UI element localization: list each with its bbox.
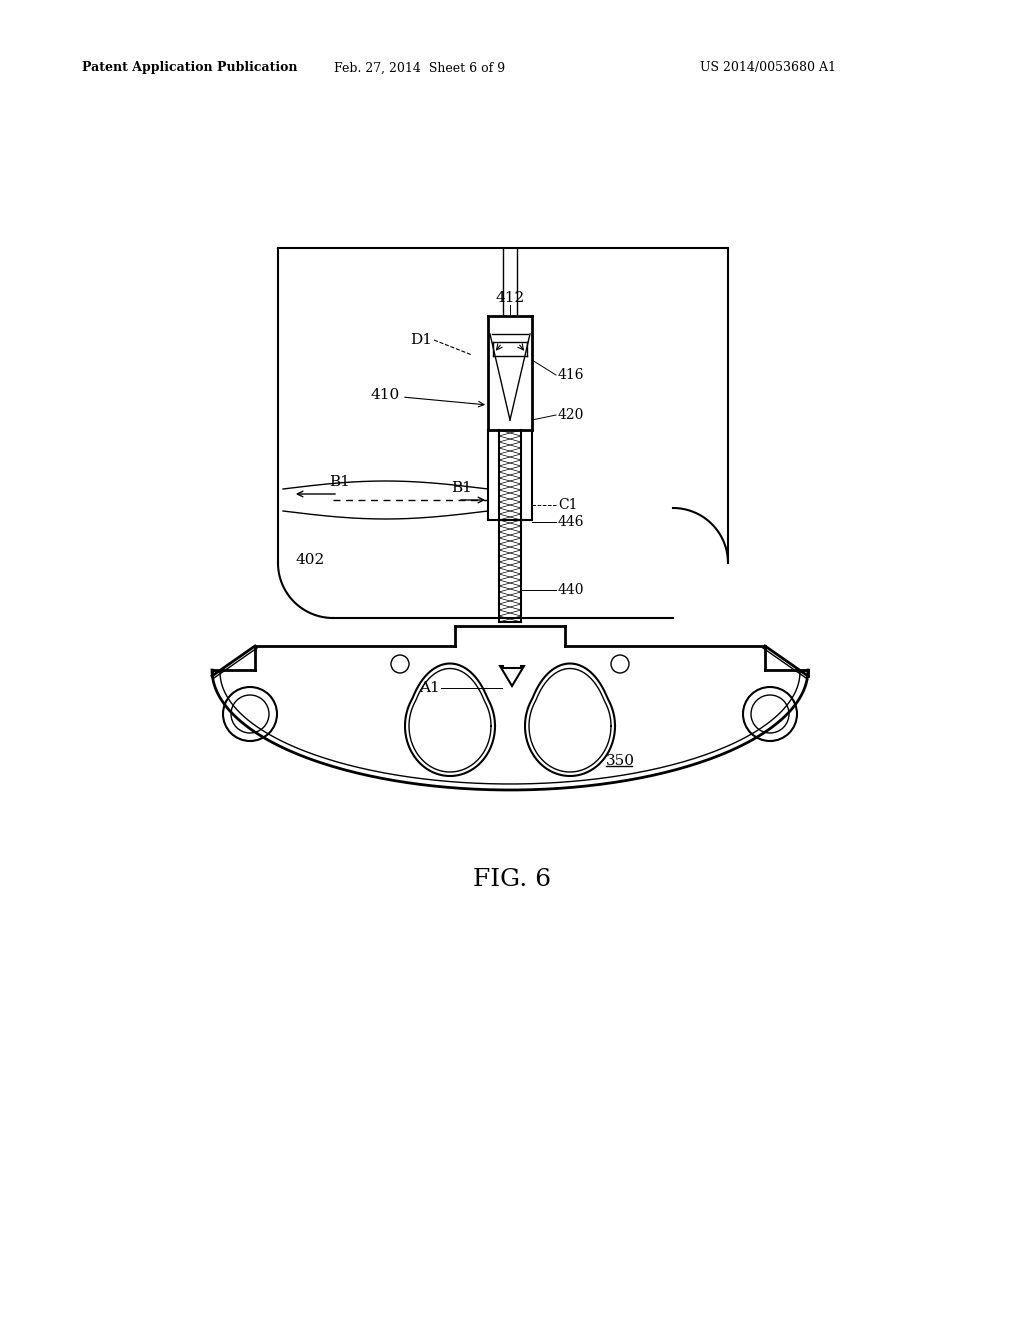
Text: FIG. 6: FIG. 6 (473, 869, 551, 891)
Text: 402: 402 (295, 553, 325, 568)
Text: 416: 416 (558, 368, 585, 381)
Text: Feb. 27, 2014  Sheet 6 of 9: Feb. 27, 2014 Sheet 6 of 9 (335, 62, 506, 74)
Text: 412: 412 (496, 290, 524, 305)
Text: D1: D1 (410, 333, 432, 347)
Text: 446: 446 (558, 515, 585, 529)
Text: 420: 420 (558, 408, 585, 422)
Text: B1: B1 (330, 475, 350, 488)
FancyArrow shape (500, 667, 524, 686)
Text: 350: 350 (606, 754, 635, 768)
Text: A1: A1 (419, 681, 440, 696)
Text: US 2014/0053680 A1: US 2014/0053680 A1 (700, 62, 836, 74)
Text: Patent Application Publication: Patent Application Publication (82, 62, 298, 74)
Text: B1: B1 (452, 480, 472, 495)
Text: 440: 440 (558, 583, 585, 597)
Text: 410: 410 (371, 388, 400, 403)
Text: C1: C1 (558, 498, 578, 512)
